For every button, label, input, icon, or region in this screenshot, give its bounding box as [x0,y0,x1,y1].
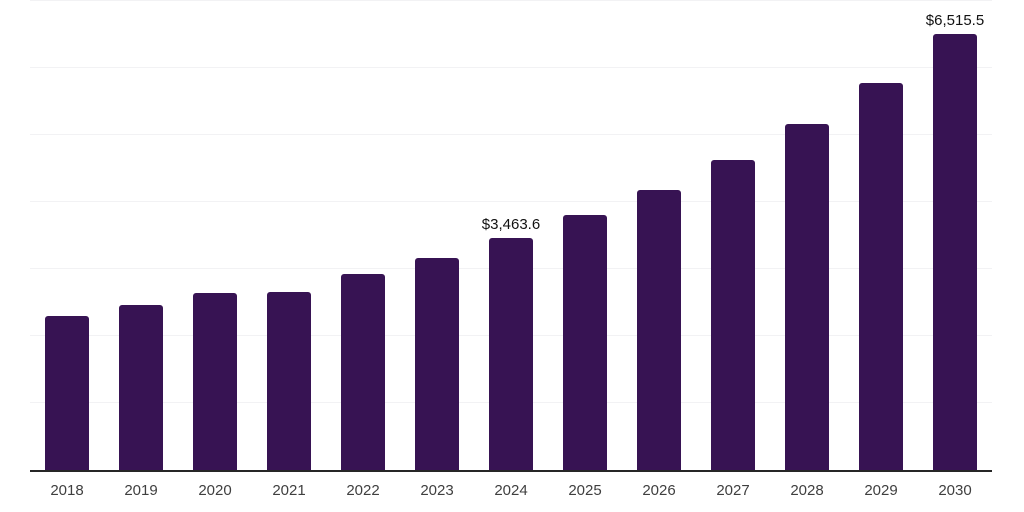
bar-slot [30,1,104,470]
bar-2022[interactable] [341,274,385,470]
plot-area: $3,463.6 $6,515.5 [30,0,992,470]
bar-2027[interactable] [711,160,755,470]
bar-2023[interactable] [415,258,459,470]
bar-slot [844,1,918,470]
bar-2030[interactable] [933,33,977,470]
bar-slot [548,1,622,470]
x-tick-label: 2026 [642,482,676,499]
bar-slot: $6,515.5 [918,1,992,470]
gridline [30,201,992,202]
bar-slot [696,1,770,470]
x-tick-label: 2025 [568,482,602,499]
bar-2021[interactable] [267,292,311,470]
bar-slot [326,1,400,470]
x-tick-label: 2024 [494,482,528,499]
x-tick-label: 2022 [346,482,380,499]
x-tick-label: 2023 [420,482,454,499]
bar-value-label: $3,463.6 [481,215,541,233]
bar-2028[interactable] [785,124,829,470]
bar-2026[interactable] [637,189,681,470]
x-tick-label: 2020 [198,482,232,499]
bar-2018[interactable] [45,315,89,470]
x-tick-label: 2019 [124,482,158,499]
bar-slot [622,1,696,470]
x-tick-label: 2018 [50,482,84,499]
x-tick-label: 2021 [272,482,306,499]
bar-slot [178,1,252,470]
x-axis-labels: 2018 2019 2020 2021 2022 2023 2024 2025 2026 2027… [30,482,992,500]
bar-2029[interactable] [859,83,903,470]
x-tick-label: 2029 [864,482,898,499]
bar-2024[interactable] [489,237,533,470]
bar-value-label: $6,515.5 [925,11,985,29]
x-axis-line [30,470,992,472]
bar-2025[interactable] [563,215,607,470]
bar-slot: $3,463.6 [474,1,548,470]
bar-2020[interactable] [193,293,237,470]
x-tick-label: 2030 [938,482,972,499]
gridline [30,67,992,68]
bar-slot [400,1,474,470]
bar-2019[interactable] [119,305,163,470]
gridline [30,0,992,1]
x-tick-label: 2028 [790,482,824,499]
gridline [30,134,992,135]
bar-slot [104,1,178,470]
bar-slot [252,1,326,470]
bars-container: $3,463.6 $6,515.5 [30,1,992,470]
bar-slot [770,1,844,470]
x-tick-label: 2027 [716,482,750,499]
